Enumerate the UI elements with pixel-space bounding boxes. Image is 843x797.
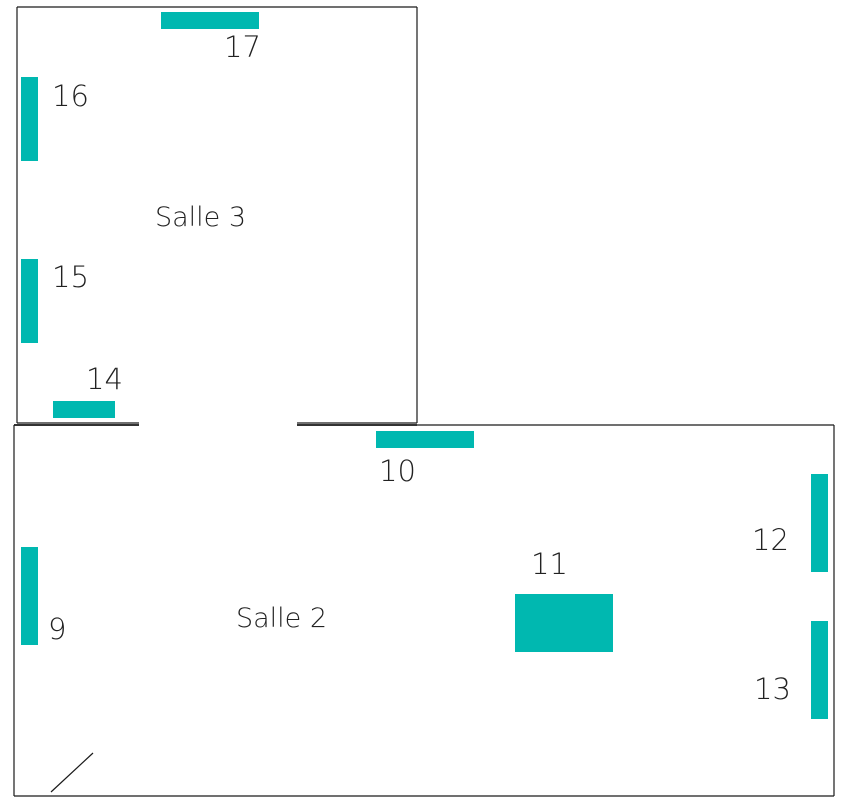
exhibit-14-block[interactable] — [53, 401, 115, 418]
exhibit-11-label: 11 — [531, 547, 568, 581]
exhibit-17-block[interactable] — [161, 12, 259, 29]
exhibit-11-block[interactable] — [515, 594, 613, 652]
exhibit-15-label: 15 — [52, 260, 89, 294]
salle-3-label: Salle 3 — [155, 202, 246, 233]
exhibit-16-label: 16 — [52, 79, 89, 113]
labels: 17 16 Salle 3 15 14 10 12 11 Salle 2 9 1… — [48, 30, 791, 706]
salle-2-label: Salle 2 — [236, 603, 327, 634]
exhibit-9-block[interactable] — [21, 547, 38, 645]
salle-2-walls — [13, 424, 835, 797]
exhibits — [21, 12, 828, 719]
exhibit-13-block[interactable] — [811, 621, 828, 719]
exhibit-14-label: 14 — [86, 362, 123, 396]
salle-3-walls — [16, 6, 418, 424]
exhibit-10-block[interactable] — [376, 431, 474, 448]
exhibit-15-block[interactable] — [21, 259, 38, 343]
exhibit-17-label: 17 — [224, 30, 261, 64]
exhibit-16-block[interactable] — [21, 77, 38, 161]
exhibit-12-label: 12 — [752, 523, 789, 557]
exhibit-12-block[interactable] — [811, 474, 828, 572]
exhibit-13-label: 13 — [754, 672, 791, 706]
exhibit-9-label: 9 — [48, 612, 66, 646]
door-swing-line — [50, 752, 94, 793]
exhibit-10-label: 10 — [379, 454, 416, 488]
